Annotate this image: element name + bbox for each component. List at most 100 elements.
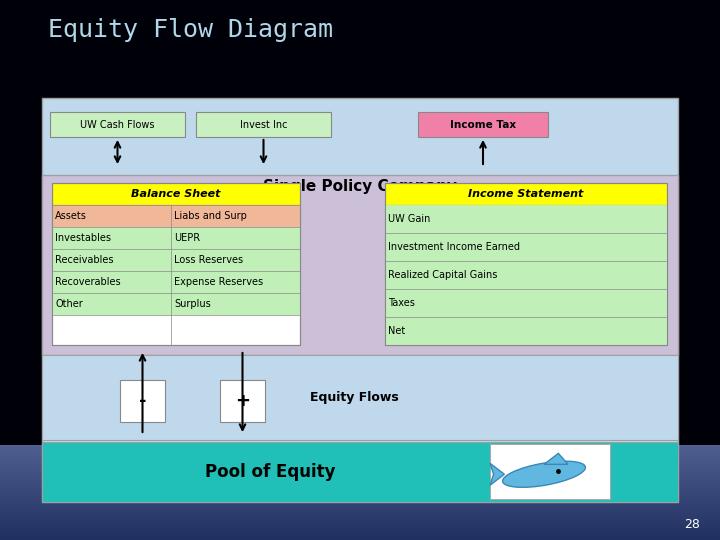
Bar bbox=[0, 464, 720, 465]
Bar bbox=[0, 506, 720, 507]
Text: Net: Net bbox=[388, 326, 405, 336]
Bar bbox=[0, 496, 720, 497]
Bar bbox=[385, 183, 667, 205]
Bar bbox=[0, 471, 720, 472]
Bar bbox=[0, 479, 720, 480]
Bar bbox=[220, 380, 265, 422]
Bar bbox=[0, 508, 720, 509]
Bar bbox=[0, 491, 720, 492]
Bar bbox=[0, 501, 720, 502]
Bar bbox=[0, 477, 720, 478]
Bar bbox=[0, 516, 720, 517]
Bar bbox=[0, 481, 720, 482]
Bar bbox=[0, 535, 720, 536]
Text: Investment Income Earned: Investment Income Earned bbox=[388, 242, 520, 252]
Bar bbox=[0, 460, 720, 461]
Bar bbox=[0, 447, 720, 448]
Bar bbox=[0, 502, 720, 503]
Bar bbox=[0, 514, 720, 515]
Bar bbox=[52, 205, 300, 345]
Text: Investables: Investables bbox=[55, 233, 111, 243]
Text: Equity Flow Diagram: Equity Flow Diagram bbox=[48, 18, 333, 42]
Bar bbox=[0, 461, 720, 462]
Text: Income Statement: Income Statement bbox=[468, 189, 584, 199]
Bar bbox=[0, 466, 720, 467]
Bar bbox=[52, 271, 300, 293]
Text: Other: Other bbox=[55, 299, 83, 309]
Bar bbox=[0, 487, 720, 488]
Bar bbox=[0, 486, 720, 487]
Bar bbox=[52, 183, 300, 345]
Text: Balance Sheet: Balance Sheet bbox=[131, 189, 221, 199]
Bar bbox=[0, 454, 720, 455]
Bar bbox=[0, 513, 720, 514]
Text: Expense Reserves: Expense Reserves bbox=[174, 277, 264, 287]
Text: -: - bbox=[139, 392, 146, 410]
Bar bbox=[0, 449, 720, 450]
Text: Assets: Assets bbox=[55, 211, 87, 221]
Bar bbox=[0, 505, 720, 506]
Bar bbox=[0, 463, 720, 464]
Ellipse shape bbox=[503, 461, 585, 487]
Bar bbox=[0, 518, 720, 519]
Bar bbox=[0, 524, 720, 525]
Bar bbox=[50, 112, 185, 137]
Bar bbox=[0, 468, 720, 469]
Polygon shape bbox=[490, 463, 505, 485]
Text: Taxes: Taxes bbox=[388, 298, 415, 308]
Text: Liabs and Surp: Liabs and Surp bbox=[174, 211, 247, 221]
Bar bbox=[418, 112, 548, 137]
Bar bbox=[42, 442, 678, 502]
Bar bbox=[0, 532, 720, 533]
Bar bbox=[0, 476, 720, 477]
Bar bbox=[0, 503, 720, 504]
Bar bbox=[0, 478, 720, 479]
Bar bbox=[0, 522, 720, 523]
Bar bbox=[490, 444, 610, 499]
Bar bbox=[0, 538, 720, 539]
Text: 28: 28 bbox=[684, 518, 700, 531]
Bar bbox=[0, 517, 720, 518]
Bar bbox=[0, 465, 720, 466]
Bar bbox=[0, 504, 720, 505]
Bar bbox=[0, 475, 720, 476]
Polygon shape bbox=[544, 454, 568, 464]
Bar bbox=[385, 233, 667, 261]
Bar bbox=[0, 500, 720, 501]
Bar bbox=[42, 355, 678, 440]
Bar bbox=[0, 472, 720, 473]
Bar bbox=[0, 474, 720, 475]
Text: Single Policy Company: Single Policy Company bbox=[263, 179, 457, 194]
Bar bbox=[0, 495, 720, 496]
Bar bbox=[0, 529, 720, 530]
Bar bbox=[0, 446, 720, 447]
Text: Receivables: Receivables bbox=[55, 255, 114, 265]
Bar bbox=[385, 261, 667, 289]
Bar bbox=[0, 484, 720, 485]
Bar bbox=[0, 533, 720, 534]
Bar bbox=[42, 175, 678, 355]
Bar bbox=[0, 452, 720, 453]
Text: UW Gain: UW Gain bbox=[388, 214, 431, 224]
Text: Invest Inc: Invest Inc bbox=[240, 119, 287, 130]
Bar bbox=[0, 494, 720, 495]
Bar bbox=[0, 531, 720, 532]
Bar bbox=[0, 453, 720, 454]
Bar bbox=[385, 183, 667, 345]
Bar bbox=[385, 205, 667, 233]
Bar bbox=[52, 205, 300, 227]
Bar bbox=[0, 534, 720, 535]
Bar bbox=[0, 537, 720, 538]
Bar bbox=[42, 98, 678, 502]
Bar bbox=[0, 509, 720, 510]
Bar bbox=[0, 448, 720, 449]
Bar bbox=[0, 520, 720, 521]
Text: UW Cash Flows: UW Cash Flows bbox=[80, 119, 155, 130]
Bar bbox=[0, 458, 720, 459]
Bar bbox=[0, 527, 720, 528]
Bar bbox=[385, 289, 667, 317]
Bar bbox=[0, 493, 720, 494]
Bar bbox=[0, 457, 720, 458]
Bar bbox=[0, 451, 720, 452]
Bar bbox=[0, 521, 720, 522]
